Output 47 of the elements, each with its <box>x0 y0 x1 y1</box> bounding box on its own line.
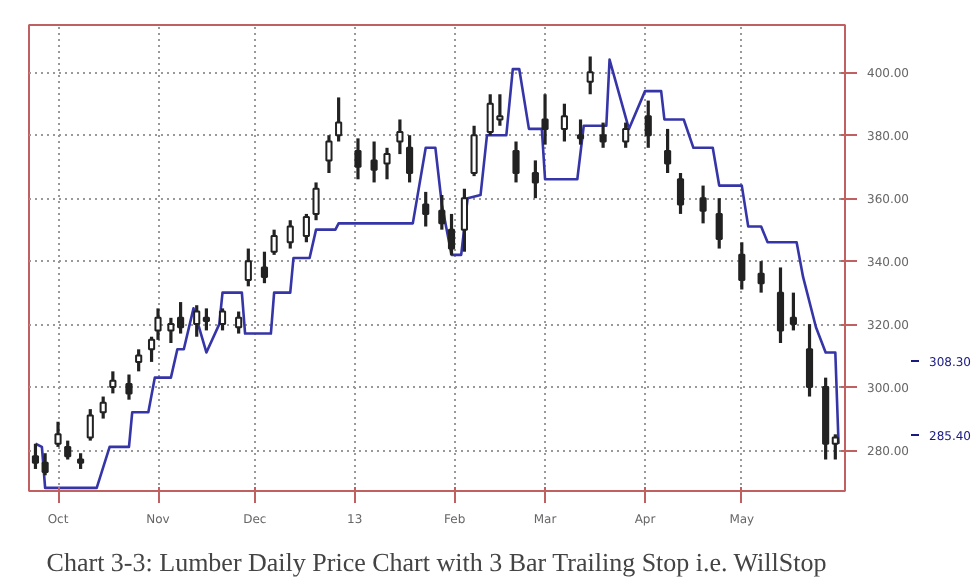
candlestick <box>438 193 446 232</box>
candlestick <box>406 133 414 185</box>
candlestick <box>244 246 252 288</box>
candlestick <box>470 124 478 178</box>
candlestick <box>460 187 468 254</box>
candlestick <box>789 291 797 333</box>
text: Chart 3-3: Lumber Daily Price Chart with 3 Bar Trailing Stop i.e. WillStop <box>46 547 827 577</box>
candlestick <box>586 54 594 96</box>
candlestick <box>447 212 456 257</box>
candlestick <box>738 240 746 292</box>
candlestick <box>235 309 243 336</box>
candlestick <box>325 133 333 175</box>
candlestick <box>354 136 362 181</box>
candlestick <box>599 121 607 150</box>
candlestick <box>664 127 672 175</box>
candlestick <box>776 265 785 345</box>
candlestick <box>541 92 549 147</box>
candlestick <box>218 306 227 333</box>
candlestick <box>531 158 539 200</box>
candlestick <box>54 420 62 449</box>
candlestick <box>512 139 520 185</box>
candlestick <box>86 407 94 443</box>
candlestick <box>644 98 652 150</box>
candlestick <box>109 369 117 395</box>
candlestick <box>576 117 585 147</box>
candlestick <box>99 394 107 421</box>
candlestick <box>396 117 404 156</box>
candlestick <box>135 347 143 373</box>
candlestick <box>286 218 294 251</box>
line-series <box>34 58 840 490</box>
candlestick <box>560 102 568 144</box>
candlestick <box>302 212 310 244</box>
candlestick <box>260 250 269 285</box>
candlestick <box>125 372 133 402</box>
candlestick <box>757 259 765 295</box>
candlestick <box>699 183 707 225</box>
candlestick <box>312 180 320 222</box>
candlestick <box>622 121 630 150</box>
candlestick <box>676 171 685 216</box>
candlestick <box>64 439 72 462</box>
candlestick <box>383 146 391 181</box>
candlestick <box>270 228 278 257</box>
candlestick <box>422 190 430 229</box>
candlestick <box>715 196 723 251</box>
candlestick <box>335 95 343 144</box>
candlestick <box>805 322 814 399</box>
candlestick <box>370 139 378 185</box>
